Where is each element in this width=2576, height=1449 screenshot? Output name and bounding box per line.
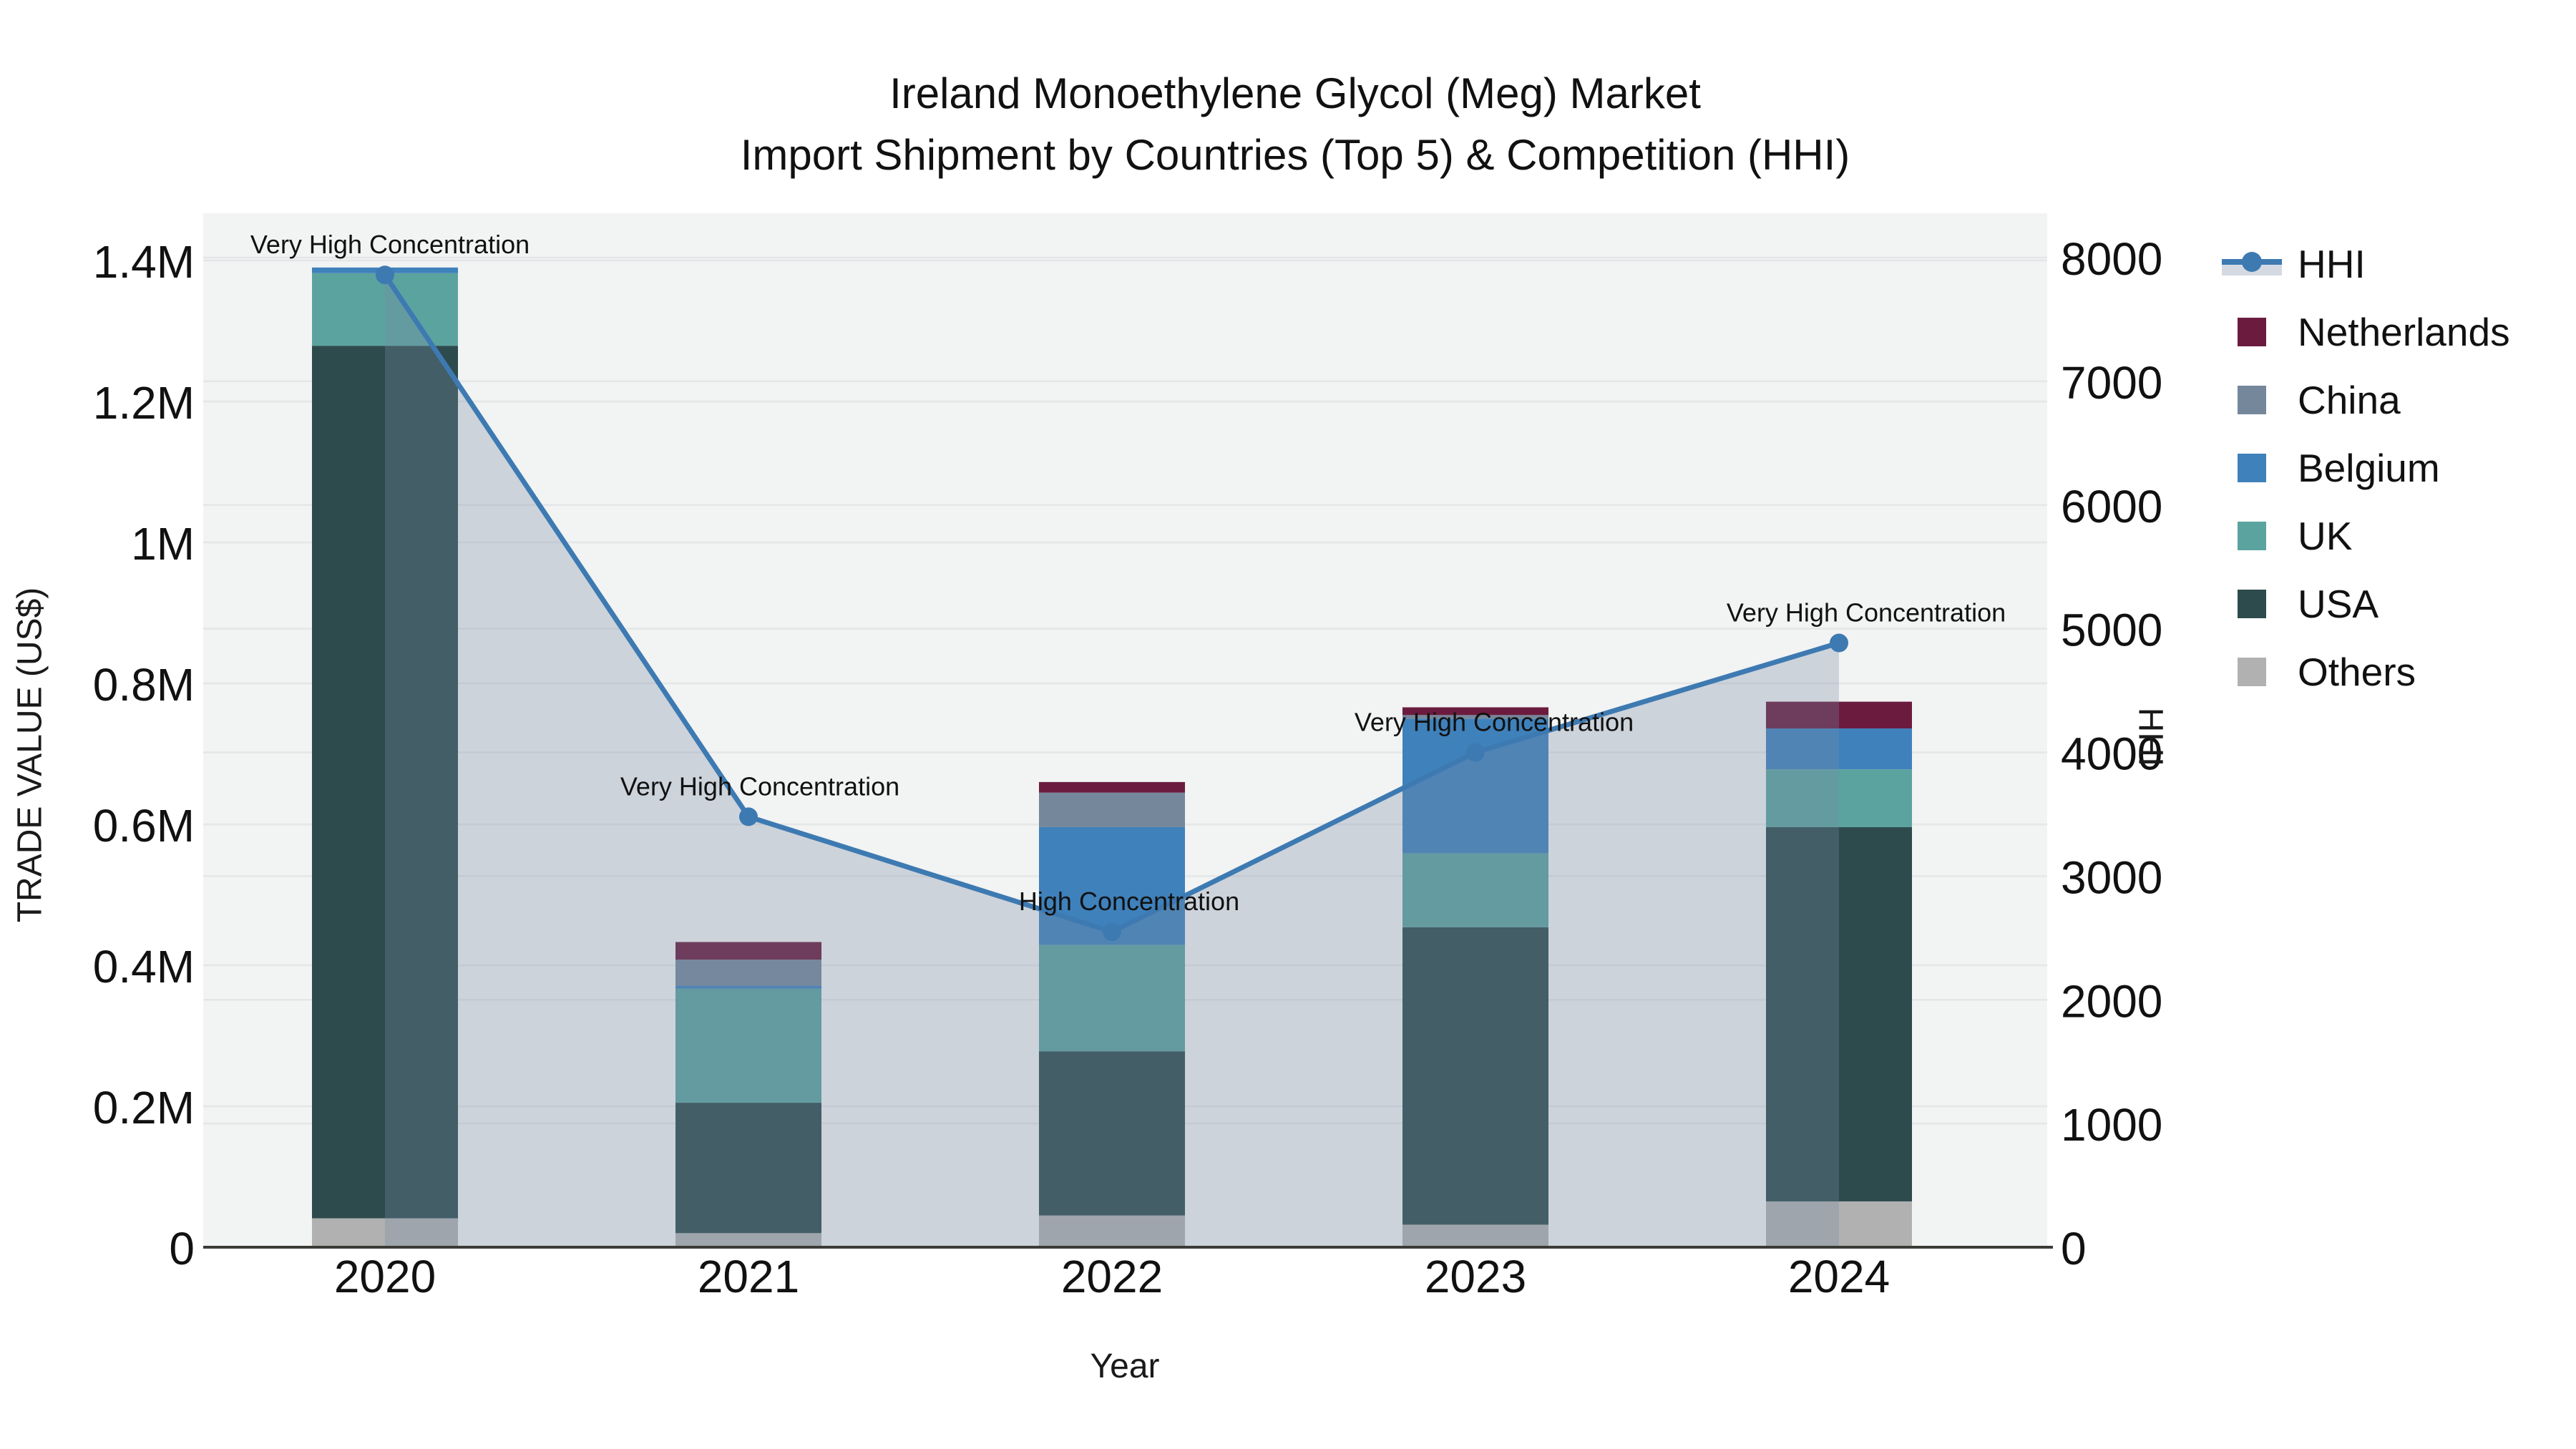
x-tick-2023: 2023 [1425,1251,1526,1302]
annotation-2020: Very High Concentration [250,230,530,259]
bar-segment-uk-2024[interactable] [1766,769,1912,827]
bar-segment-usa-2021[interactable] [675,1103,821,1234]
legend-label-hhi: HHI [2298,241,2366,286]
hhi-marker-2024[interactable] [1830,633,1848,653]
legend-item-china[interactable]: China [2222,366,2510,434]
bar-segment-uk-2022[interactable] [1039,945,1185,1052]
color-swatch-icon [2222,521,2282,550]
bar-segment-netherlands-2024[interactable] [1766,701,1912,729]
legend-label-usa: USA [2298,581,2379,626]
y-left-tick-1M: 1M [131,518,195,570]
legend-label-china: China [2298,377,2401,422]
swatch-china [2238,385,2266,414]
y-right-tick-4000: 4000 [2061,728,2162,780]
y-left-tick-0.6M: 0.6M [93,800,195,852]
y-right-tick-8000: 8000 [2061,233,2162,285]
bar-segment-uk-2021[interactable] [675,988,821,1103]
legend-label-netherlands: Netherlands [2298,309,2510,354]
legend-item-belgium[interactable]: Belgium [2222,434,2510,502]
annotation-2022: High Concentration [1019,887,1239,916]
hhi-swatch-part [2242,251,2262,272]
hhi-marker-2023[interactable] [1466,743,1485,762]
bar-segment-netherlands-2021[interactable] [675,942,821,960]
color-swatch-icon [2222,317,2282,346]
y-axis-left-title: TRADE VALUE (US$) [11,587,49,923]
y-axis-right-title: HHI [2131,707,2170,767]
color-swatch-icon [2222,385,2282,414]
chart-title-line1: Ireland Monoethylene Glycol (Meg) Market [889,69,1701,117]
hhi-area-fill [385,275,1839,1247]
y-left-tick-0.8M: 0.8M [93,659,195,711]
bar-segment-others-2024[interactable] [1766,1201,1912,1247]
annotation-2023: Very High Concentration [1355,708,1634,737]
bar-segment-china-2021[interactable] [675,960,821,986]
bar-segment-others-2020[interactable] [312,1218,458,1247]
legend-label-others: Others [2298,649,2416,694]
legend-item-uk[interactable]: UK [2222,502,2510,570]
legend-label-uk: UK [2298,513,2353,558]
bar-segment-netherlands-2022[interactable] [1039,781,1185,793]
bar-segment-belgium-2023[interactable] [1402,718,1548,854]
y-right-tick-2000: 2000 [2061,975,2162,1027]
bar-segment-china-2023[interactable] [1402,715,1548,719]
chart-title-line2: Import Shipment by Countries (Top 5) & C… [740,131,1850,179]
bar-segment-others-2023[interactable] [1402,1224,1548,1247]
y-left-tick-0.4M: 0.4M [93,941,195,992]
y-right-tick-6000: 6000 [2061,481,2162,532]
y-left-tick-1.4M: 1.4M [93,236,195,288]
hhi-line-swatch-icon [2222,250,2282,278]
bar-segment-belgium-2024[interactable] [1766,728,1912,770]
legend-label-belgium: Belgium [2298,445,2440,490]
y-right-tick-3000: 3000 [2061,852,2162,903]
hhi-marker-2020[interactable] [376,265,394,285]
x-tick-2022: 2022 [1061,1251,1163,1302]
hhi-marker-2022[interactable] [1103,922,1121,942]
bar-segment-usa-2022[interactable] [1039,1051,1185,1216]
y-right-tick-1000: 1000 [2061,1099,2162,1151]
legend: HHI Netherlands China Belgium UK USA Others [2222,230,2510,706]
bar-segment-netherlands-2023[interactable] [1402,707,1548,716]
bar-segment-others-2021[interactable] [675,1233,821,1247]
bar-segment-belgium-2021[interactable] [675,985,821,989]
chart-title: Ireland Monoethylene Glycol (Meg) Market… [0,63,2576,186]
hhi-swatch [2222,250,2282,278]
legend-item-hhi[interactable]: HHI [2222,230,2510,298]
x-tick-2024: 2024 [1788,1251,1890,1302]
y-left-tick-0.2M: 0.2M [93,1082,195,1133]
bar-segment-uk-2020[interactable] [312,273,458,346]
color-swatch-icon [2222,453,2282,482]
annotation-2021: Very High Concentration [620,771,899,801]
bar-segment-usa-2020[interactable] [312,346,458,1219]
swatch-netherlands [2238,317,2266,346]
legend-item-others[interactable]: Others [2222,638,2510,706]
swatch-usa [2238,589,2266,618]
swatch-others [2238,657,2266,686]
y-left-tick-1.2M: 1.2M [93,377,195,429]
legend-item-netherlands[interactable]: Netherlands [2222,298,2510,366]
y-right-tick-7000: 7000 [2061,357,2162,409]
bar-segment-uk-2023[interactable] [1402,853,1548,927]
bar-segment-usa-2023[interactable] [1402,927,1548,1225]
legend-item-usa[interactable]: USA [2222,570,2510,638]
x-tick-2021: 2021 [698,1251,799,1302]
y-right-tick-5000: 5000 [2061,605,2162,656]
swatch-belgium [2238,453,2266,482]
y-left-tick-0: 0 [169,1223,195,1274]
bar-segment-others-2022[interactable] [1039,1215,1185,1247]
bar-segment-china-2022[interactable] [1039,792,1185,827]
annotation-2024: Very High Concentration [1727,598,2006,628]
x-axis-title: Year [1090,1347,1160,1385]
color-swatch-icon [2222,589,2282,618]
hhi-marker-2021[interactable] [739,807,758,826]
y-right-tick-0: 0 [2061,1223,2087,1274]
x-tick-2020: 2020 [334,1251,436,1302]
swatch-uk [2238,521,2266,550]
color-swatch-icon [2222,657,2282,686]
bar-segment-usa-2024[interactable] [1766,826,1912,1201]
